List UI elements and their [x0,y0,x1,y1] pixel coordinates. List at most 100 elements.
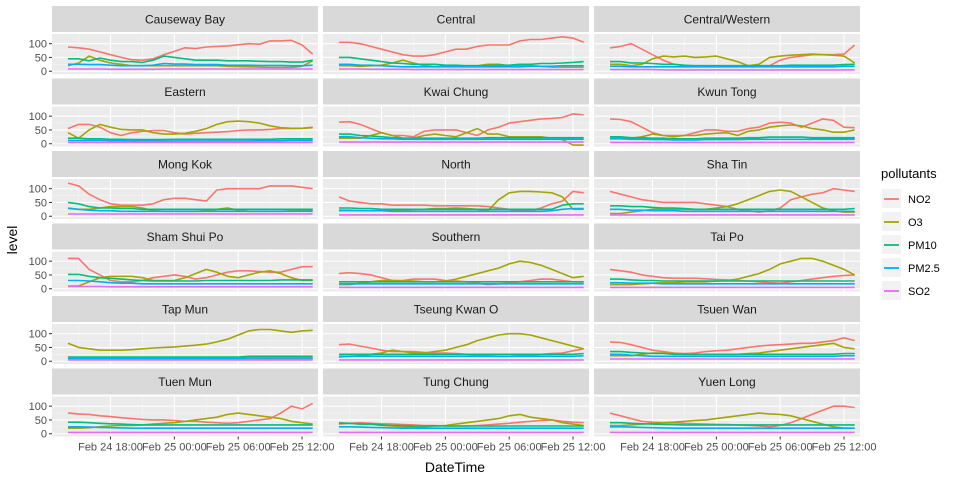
facet-strip [323,223,589,250]
legend-label: NO2 [908,194,931,206]
y-tick-label: 100 [29,184,47,196]
series-line-o3 [68,268,313,287]
series-line-pm25 [68,357,313,360]
x-tick-label: Feb 25 06:00 [748,442,813,454]
x-tick-label: Feb 25 12:00 [270,442,335,454]
series-line-pm10 [610,350,855,356]
facet-panel: Tuen Mun [52,368,318,437]
facet-label: Mong Kok [158,158,213,172]
facet-strip [594,78,860,105]
y-tick-label: 50 [35,342,47,354]
facet-label: Central [437,13,476,27]
facet-panel: Southern [323,223,589,292]
facet-label: Tuen Mun [158,375,212,389]
y-tick-label: 0 [41,139,47,151]
y-axis-title: level [4,226,20,255]
facet-strip [52,151,318,177]
plot-background [323,34,589,74]
series-line-o3 [610,53,856,67]
series-line-no2 [67,123,313,137]
series-line-pm25 [610,281,855,285]
y-tick-label: 100 [29,256,47,268]
plot-background [52,396,318,437]
facet-label: Yuen Long [698,375,755,389]
series-line-o3 [610,124,855,139]
facet-label: Eastern [164,85,205,99]
facet-panel: Tsuen Wan [594,296,860,364]
facet-panel: Causeway Bay [52,6,318,74]
facet-label: Tai Po [710,230,744,244]
facet-label: Kwun Tong [697,85,756,99]
y-tick-label: 100 [29,401,47,413]
x-tick-label: Feb 25 00:00 [142,442,207,454]
facet-label: North [441,158,470,172]
facet-strip [52,368,318,395]
facet-label: Kwai Chung [424,85,489,99]
series-line-pm25 [339,136,584,141]
y-tick-label: 50 [35,197,47,209]
series-line-pm10 [68,273,313,282]
x-tick-label: Feb 24 18:00 [349,442,414,454]
series-line-pm10 [339,422,584,427]
plot-background [594,106,860,147]
facet-strip [323,6,589,32]
series-line-pm10 [67,201,313,211]
y-tick-label: 50 [35,415,47,427]
series-line-pm25 [339,425,584,430]
y-tick-label: 50 [35,52,47,64]
series-line-o3 [339,260,584,286]
series-line-pm10 [68,421,313,426]
facet-label: Causeway Bay [145,13,225,27]
facet-panel: Tung Chung [323,368,589,437]
facet-strip [52,296,318,322]
series-line-o3 [610,189,855,215]
series-line-o3 [67,120,313,139]
plot-background [323,179,589,219]
facet-label: Southern [432,230,481,244]
x-axis-title: DateTime [425,459,485,475]
x-tick-label: Feb 25 00:00 [413,442,478,454]
series-line-pm25 [68,62,313,67]
y-tick-label: 50 [35,125,47,137]
series-line-no2 [609,187,855,213]
x-tick-label: Feb 25 00:00 [684,442,749,454]
facet-panels: Causeway Bay Central Central/Western Easter… [52,6,860,437]
facet-panel: Central [323,6,589,74]
series-line-pm25 [339,354,584,358]
plot-background [594,251,860,292]
legend: pollutants NO2 O3 PM10 PM2.5 SO2 [881,166,940,300]
series-line-pm10 [610,278,855,282]
facet-strip [323,151,589,177]
y-tick-label: 0 [41,211,47,223]
facet-strip [594,6,860,32]
series-line-pm10 [68,355,313,358]
facet-panel: Sha Tin [594,151,860,219]
facet-panel: North [323,151,589,219]
facet-label: Tung Chung [423,375,489,389]
facet-panel: Sham Shui Po [52,223,318,292]
series-line-so2 [339,68,584,71]
series-line-pm10 [68,137,313,141]
series-line-pm25 [339,63,584,68]
facet-label: Tseung Kwan O [414,303,499,317]
series-line-pm25 [610,65,855,68]
series-line-o3 [67,55,314,69]
series-line-pm25 [339,207,584,213]
facet-strip [594,223,860,250]
series-line-no2 [68,257,313,283]
x-tick-label: Feb 25 06:00 [206,442,271,454]
y-tick-label: 50 [35,270,47,282]
facet-strip [323,296,589,322]
y-tick-label: 0 [41,66,47,78]
facet-strip [594,368,860,395]
series-line-no2 [609,336,855,355]
legend-label: SO2 [908,286,930,298]
series-line-pm25 [610,353,855,358]
series-line-pm10 [610,60,855,67]
plot-background [323,251,589,292]
series-line-pm25 [68,279,313,285]
series-line-pm10 [610,136,855,140]
series-line-pm25 [610,425,855,430]
series-line-no2 [338,190,584,212]
plot-background [323,396,589,437]
